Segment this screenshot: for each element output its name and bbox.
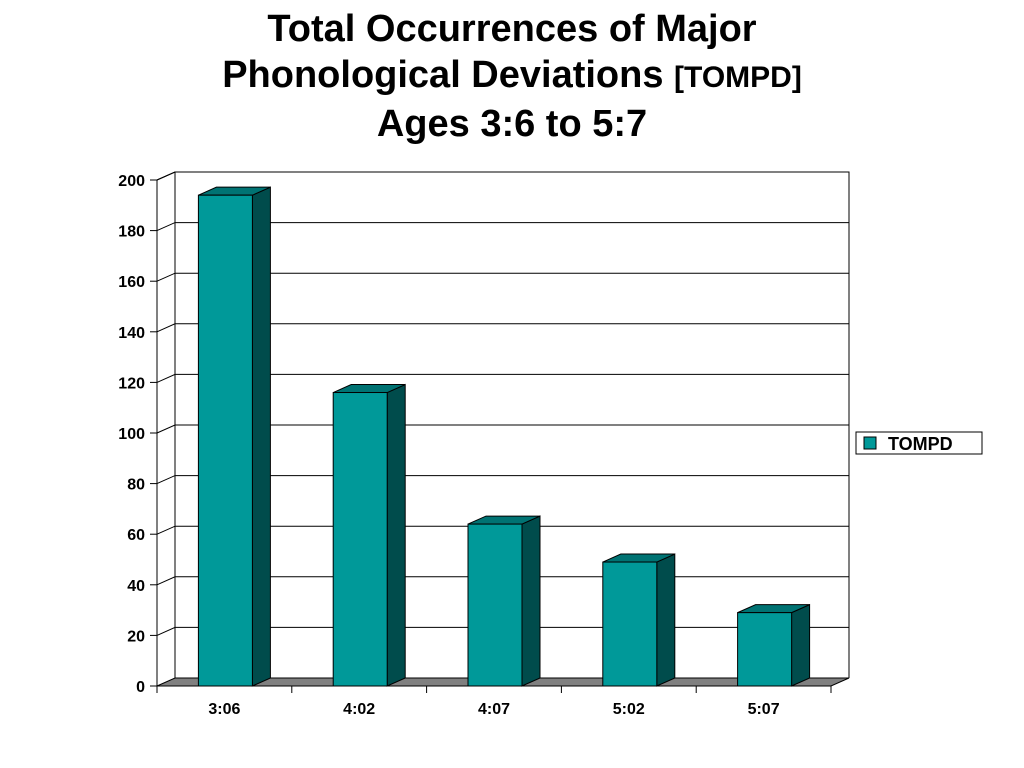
gridline <box>156 475 849 485</box>
gridline <box>156 424 849 434</box>
title-line-2-small: [TOMPD] <box>674 61 802 94</box>
gridline <box>156 525 849 535</box>
bar-front <box>602 561 658 687</box>
legend: TOMPD <box>855 431 983 455</box>
gridline <box>156 222 849 232</box>
bar-front <box>197 194 253 687</box>
title-line-2-main: Phonological Deviations <box>222 54 664 96</box>
x-tick-label: 5:02 <box>613 701 645 718</box>
y-tick-label: 180 <box>118 224 145 241</box>
title-line-3: Ages 3:6 to 5:7 <box>376 103 648 145</box>
y-tick-label: 40 <box>127 578 145 595</box>
title-line-2: Phonological Deviations [TOMPD] <box>0 52 1024 101</box>
x-tick-label: 5:07 <box>748 701 780 718</box>
legend-label: TOMPD <box>888 434 953 454</box>
x-tick-label: 3:06 <box>208 701 240 718</box>
bar-front <box>467 523 523 687</box>
y-tick-label: 200 <box>118 173 145 190</box>
gridline <box>156 323 849 333</box>
bar <box>197 186 271 687</box>
y-tick-label: 140 <box>118 325 145 342</box>
legend-swatch <box>863 436 877 450</box>
y-tick-label: 100 <box>118 426 145 443</box>
bar <box>332 383 406 687</box>
x-axis: 3:06 4:02 4:07 5:02 5:07 <box>156 685 832 718</box>
bars <box>197 186 811 687</box>
bar <box>602 553 676 687</box>
y-tick-label: 0 <box>136 679 145 696</box>
x-tick-label: 4:02 <box>343 701 375 718</box>
bar-side <box>386 383 406 687</box>
y-tick-label: 20 <box>127 628 145 645</box>
x-tick-label: 4:07 <box>478 701 510 718</box>
gridline <box>156 272 849 282</box>
bar-front <box>332 392 388 687</box>
gridline <box>156 373 849 383</box>
chart-title: Total Occurrences of Major Phonological … <box>0 6 1024 147</box>
y-tick-label: 120 <box>118 375 145 392</box>
bar <box>467 515 541 687</box>
bar <box>737 603 811 687</box>
gridline <box>156 171 849 181</box>
bar-side <box>791 603 811 687</box>
y-tick-label: 160 <box>118 274 145 291</box>
title-line-1: Total Occurrences of Major <box>267 8 757 50</box>
y-tick-label: 60 <box>127 527 145 544</box>
y-axis: 0 20 40 60 80 100 120 140 160 180 200 <box>118 173 158 696</box>
bar-side <box>521 515 541 687</box>
bar-front <box>737 612 793 687</box>
bar-side <box>251 186 271 687</box>
y-tick-label: 80 <box>127 477 145 494</box>
bar-side <box>656 553 676 687</box>
legend-box <box>855 431 983 455</box>
